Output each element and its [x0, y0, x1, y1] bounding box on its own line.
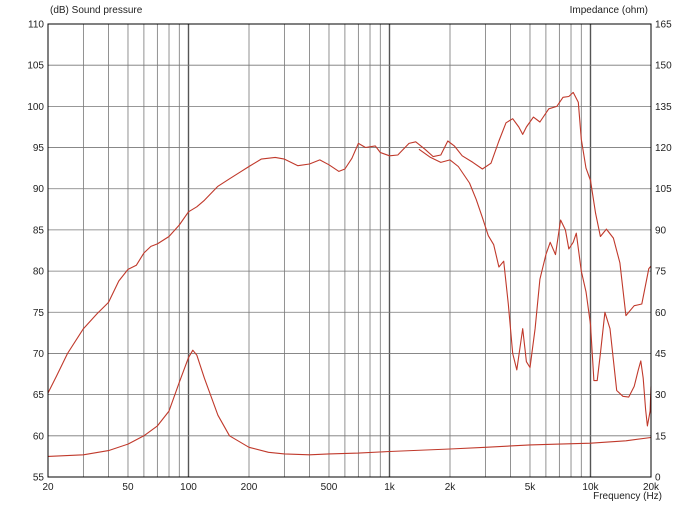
y-tick-label-right: 60 [655, 308, 667, 319]
y-tick-label-left: 55 [33, 473, 45, 484]
y-tick-label-right: 150 [655, 61, 672, 72]
x-tick-label: 2k [445, 482, 457, 493]
y-tick-label-left: 60 [33, 431, 45, 442]
y-tick-label-left: 80 [33, 267, 45, 278]
x-axis-label: Frequency (Hz) [593, 491, 662, 502]
y-tick-label-left: 110 [28, 20, 44, 31]
curves [47, 91, 652, 457]
x-tick-label: 5k [525, 482, 537, 493]
x-tick-label: 10k [582, 482, 599, 493]
y-tick-label-left: 95 [33, 143, 45, 154]
y-tick-label-right: 0 [655, 473, 661, 484]
series-line-1 [47, 91, 652, 394]
x-tick-label: 100 [180, 482, 197, 493]
x-tick-label: 500 [321, 482, 338, 493]
y-tick-label-left: 70 [33, 349, 45, 360]
y-axis-right-label: Impedance (ohm) [570, 5, 648, 16]
y-tick-label-right: 135 [655, 102, 672, 113]
x-tick-label: 50 [122, 482, 134, 493]
y-tick-label-left: 105 [27, 61, 44, 72]
y-tick-label-right: 165 [655, 20, 672, 31]
x-tick-label: 1k [384, 482, 396, 493]
y-tick-label-right: 45 [655, 349, 667, 360]
y-tick-label-left: 65 [33, 390, 45, 401]
y-tick-label-right: 30 [655, 390, 667, 401]
y-tick-label-left: 75 [33, 308, 45, 319]
y-tick-label-right: 120 [655, 143, 672, 154]
y-axis-left-label: (dB) Sound pressure [50, 5, 143, 16]
series-line-3 [418, 148, 652, 427]
x-tick-label: 200 [241, 482, 258, 493]
plot-frame [47, 23, 652, 478]
y-tick-label-right: 105 [655, 184, 672, 195]
y-tick-label-right: 90 [655, 225, 667, 236]
series-line-2 [47, 349, 652, 457]
y-tick-label-left: 85 [33, 225, 45, 236]
y-tick-label-right: 15 [655, 431, 667, 442]
y-tick-label-right: 75 [655, 267, 667, 278]
tick-labels: 55 60 65 70 75 80 85 90 95 100 105 110 0 15 30 45 60 75 90… [27, 20, 672, 494]
y-tick-label-left: 90 [33, 184, 45, 195]
x-tick-label: 20k [643, 482, 660, 493]
grid [48, 24, 651, 477]
x-tick-label: 20 [42, 482, 54, 493]
y-tick-label-left: 100 [27, 102, 44, 113]
